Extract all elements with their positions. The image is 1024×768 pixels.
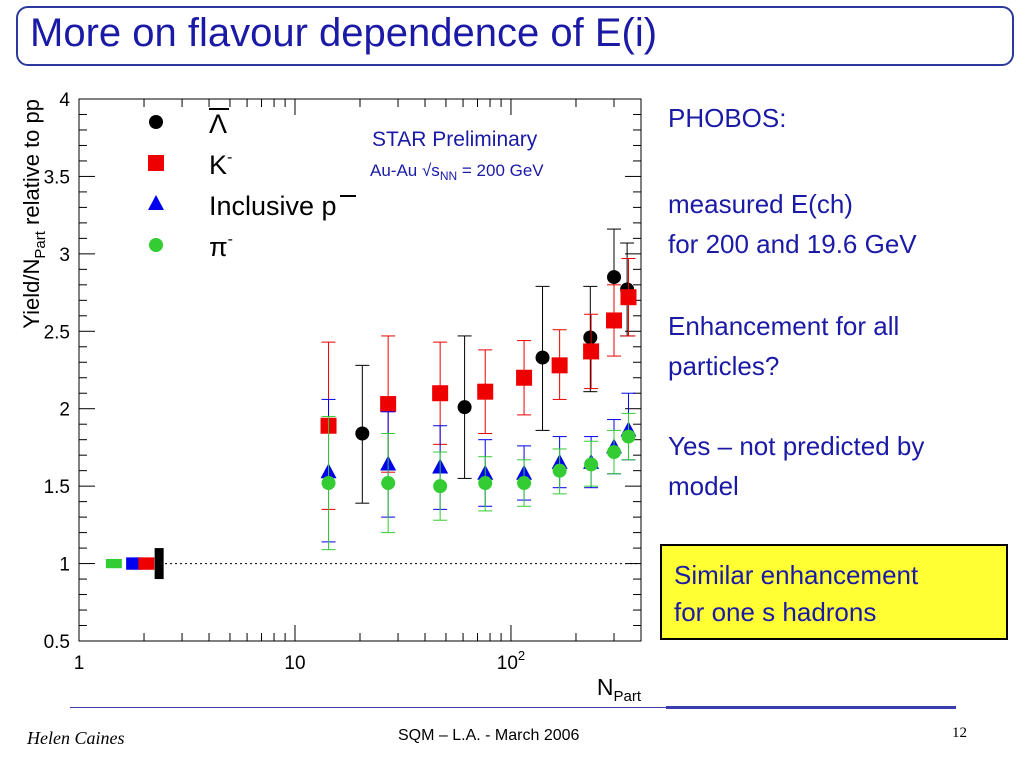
highlight-box: Similar enhancement for one s hadrons (660, 544, 1008, 640)
y-tick-label: 2.5 (44, 322, 70, 343)
k_minus-point (516, 369, 533, 386)
x-tick-label: 102 (497, 648, 525, 674)
k_minus-point (432, 385, 449, 402)
k_minus-point (620, 289, 637, 306)
annotation-star-preliminary: STAR Preliminary (372, 128, 538, 151)
annotation-collision-prefix: Au-Au √s (370, 161, 440, 180)
y-axis-label: Yield/NPart relative to pp (19, 99, 49, 329)
side-text-p2-line1: measured E(ch) (668, 189, 853, 219)
legend-marker-pbar (148, 195, 164, 210)
pi_minus-point (517, 476, 532, 491)
k_minus-point (583, 343, 600, 360)
side-text-p4-line2: model (668, 471, 739, 501)
legend-label-text: π (209, 232, 228, 262)
x-tick-label-main: 1 (74, 653, 85, 674)
side-text-measured: measured E(ch) for 200 and 19.6 GeV (668, 184, 917, 264)
pi_minus-point (433, 479, 448, 494)
y-tick-label: 2 (59, 400, 70, 421)
highlight-line-1: Similar enhancement (674, 560, 919, 590)
y-axis-label-rest: relative to pp (19, 99, 44, 231)
k_minus-point (477, 383, 494, 400)
side-text-phobos: PHOBOS: (668, 98, 786, 138)
legend-marker-pi_minus (149, 238, 163, 252)
side-text-p2-line2: for 200 and 19.6 GeV (668, 229, 917, 259)
annotation-collision: Au-Au √sNN = 200 GeV (370, 161, 544, 183)
lambda_bar-point (457, 400, 472, 415)
side-text-answer: Yes – not predicted by model (668, 426, 924, 506)
pi_minus-point (381, 476, 396, 491)
x-tick-label: 1 (74, 653, 85, 674)
x-axis-label: NPart (597, 674, 642, 705)
k_minus-point (551, 357, 568, 374)
annotation-collision-sub: NN (440, 169, 457, 183)
pp-reference-marker (138, 557, 155, 570)
y-axis-label-main: Yield/N (19, 259, 44, 329)
lambda_bar-point (583, 330, 598, 345)
y-axis-label-sub: Part (32, 230, 49, 258)
legend-label-lambda_bar: Λ (209, 109, 227, 139)
pi_minus-point (552, 463, 567, 478)
side-text-enhancement: Enhancement for all particles? (668, 306, 899, 386)
x-tick-label-main: 10 (497, 653, 518, 674)
annotation-collision-suffix: = 200 GeV (457, 161, 544, 180)
y-tick-label: 1.5 (44, 477, 70, 498)
lambda_bar-point (607, 270, 622, 285)
pi_minus-point (584, 457, 599, 472)
side-text-p3-line1: Enhancement for all (668, 311, 900, 341)
legend-marker-k_minus (148, 155, 164, 171)
footer-divider-accent (666, 706, 956, 709)
y-tick-label: 1 (59, 555, 70, 576)
footer-author: Helen Caines (27, 728, 125, 748)
legend-label-text: Λ (209, 109, 227, 139)
lambda_bar-point (355, 426, 370, 441)
slide-title: More on flavour dependence of E(i) (30, 11, 658, 55)
highlight-line-2: for one s hadrons (674, 597, 877, 627)
legend-label-superscript: - (228, 231, 233, 248)
lambda_bar-point (535, 350, 550, 365)
k_minus-point (380, 396, 397, 413)
footer-divider (70, 707, 666, 708)
footer-event: SQM – L.A. - March 2006 (398, 727, 580, 744)
legend-label-text: Inclusive p (209, 191, 337, 221)
title-box: More on flavour dependence of E(i) (16, 6, 1014, 66)
side-text-p1: PHOBOS: (668, 103, 787, 133)
legend-label-text: K (209, 150, 227, 180)
k_minus-point (606, 312, 623, 329)
legend-label-k_minus: K- (209, 149, 232, 180)
y-tick-label: 0.5 (44, 632, 70, 653)
y-tick-label: 4 (59, 90, 70, 111)
pi_minus-point (621, 429, 636, 444)
pp-reference-marker (105, 558, 122, 569)
x-tick-label-exponent: 2 (518, 648, 525, 663)
pp-reference-marker (154, 548, 164, 580)
pp-reference-marker (126, 557, 143, 570)
x-tick-label: 10 (284, 653, 305, 674)
legend-label-superscript: - (227, 149, 232, 166)
y-tick-label: 3 (59, 245, 70, 266)
legend-label-pbar: Inclusive p (209, 191, 337, 221)
side-text-p4-line1: Yes – not predicted by (668, 431, 925, 461)
x-axis-label-main: N (597, 674, 614, 700)
pi_minus-point (607, 445, 622, 460)
legend-label-pi_minus: π- (209, 231, 233, 262)
y-tick-label: 3.5 (44, 167, 70, 188)
x-axis-label-sub: Part (613, 688, 641, 705)
pi_minus-point (478, 476, 493, 491)
page-number: 12 (952, 725, 967, 741)
pi_minus-point (321, 476, 336, 491)
side-text-p3-line2: particles? (668, 351, 780, 381)
x-tick-label-main: 10 (284, 653, 305, 674)
legend-marker-lambda_bar (149, 115, 163, 129)
